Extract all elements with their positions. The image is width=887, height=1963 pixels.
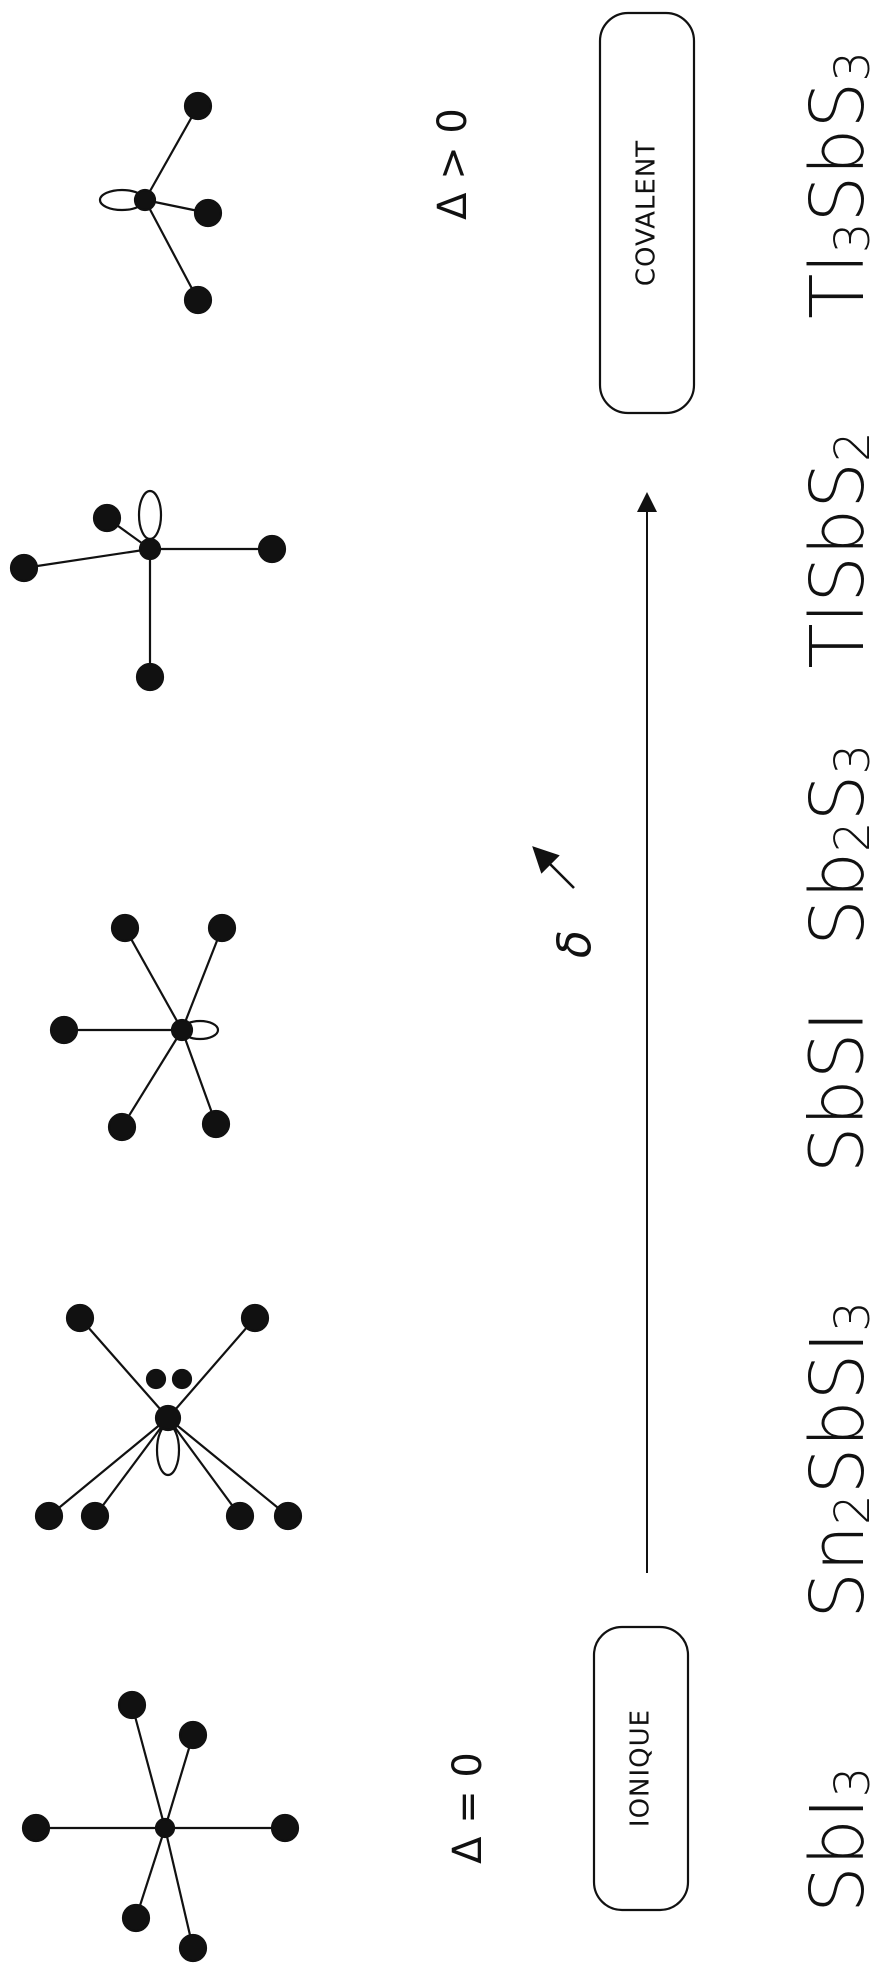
svg-text:SbI3: SbI3 xyxy=(795,1767,882,1913)
structure-sn2sbsi3 xyxy=(34,1303,303,1531)
condition-left: Δ = 0 xyxy=(445,1752,491,1864)
compound-sn2sbsi3: Sn2SbSI3 xyxy=(795,1301,882,1619)
svg-text:SbSI: SbSI xyxy=(795,1011,881,1174)
delta-label: δ xyxy=(548,930,602,958)
covalent-box: COVALENT xyxy=(598,11,696,415)
svg-text:Δ > 0: Δ > 0 xyxy=(430,108,476,220)
compound-tl3sbs3: Tl3SbS3 xyxy=(795,51,882,319)
svg-text:TlSbS2: TlSbS2 xyxy=(795,431,882,668)
svg-text:δ: δ xyxy=(548,930,602,958)
structure-tl3sbs3 xyxy=(98,91,223,315)
condition-right: Δ > 0 xyxy=(430,108,476,220)
ionique-box: IONIQUE xyxy=(592,1625,690,1912)
compound-sb2s3: Sb2S3 xyxy=(795,744,882,946)
structure-tlsbs2 xyxy=(9,489,287,692)
svg-text:Δ = 0: Δ = 0 xyxy=(445,1752,491,1864)
svg-text:Sb2S3: Sb2S3 xyxy=(795,744,882,946)
covalent-label: COVALENT xyxy=(632,140,662,286)
svg-text:Sn2SbSI3: Sn2SbSI3 xyxy=(795,1301,882,1619)
compound-tlsbs2: TlSbS2 xyxy=(795,431,882,668)
structure-sbi3 xyxy=(21,1690,300,1963)
structure-sbsi xyxy=(49,913,237,1142)
ionique-label: IONIQUE xyxy=(626,1709,656,1827)
compound-sbi3: SbI3 xyxy=(795,1767,882,1913)
compound-sbsi: SbSI xyxy=(795,1011,881,1174)
delta-increase-arrow xyxy=(532,846,575,889)
svg-text:Tl3SbS3: Tl3SbS3 xyxy=(795,51,882,319)
